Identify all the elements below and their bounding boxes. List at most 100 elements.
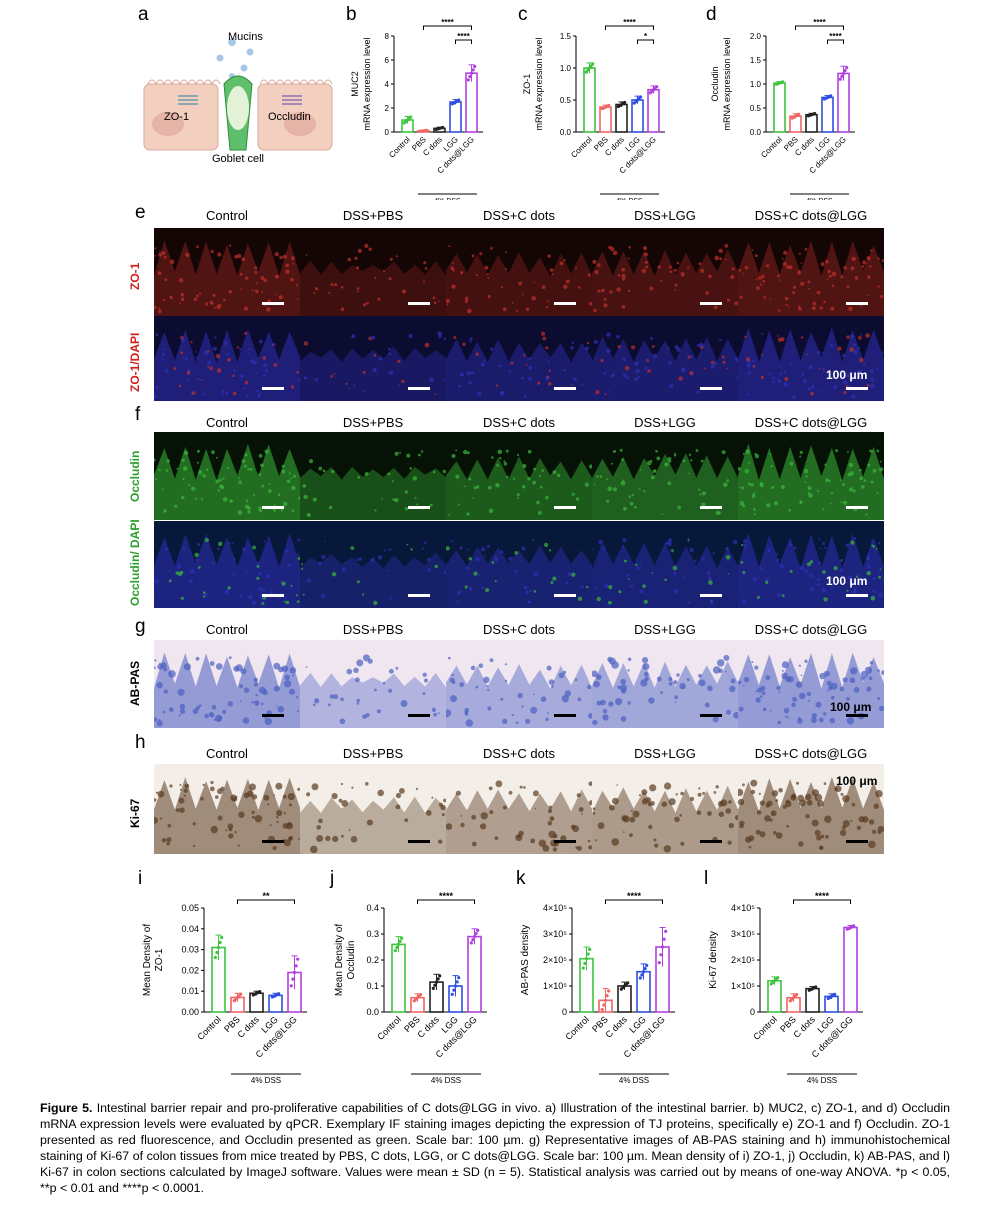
data-point (626, 981, 630, 985)
y-axis-label: mRNA expression level (362, 37, 372, 130)
occludin-image-2 (446, 432, 592, 520)
mucins-label: Mucins (228, 31, 263, 43)
panel-letter-f: f (135, 404, 141, 425)
significance-stars: **** (813, 18, 826, 27)
data-point (258, 990, 262, 994)
significance-bracket (637, 39, 654, 44)
nucleus (284, 112, 316, 136)
bar-pbs (599, 106, 612, 133)
significance-stars: **** (439, 891, 454, 901)
data-point (395, 945, 399, 950)
data-point (845, 66, 849, 70)
ki67-image-0 (154, 764, 300, 854)
scale-bar (554, 594, 576, 597)
data-point (436, 977, 440, 981)
row-label-occludin: Occludin (128, 450, 142, 502)
data-point (605, 994, 609, 998)
x-tick-label: Control (563, 1014, 591, 1042)
zo1-dapi-image-3 (592, 316, 738, 401)
data-point (843, 68, 847, 73)
y-tick-label: 0.03 (181, 945, 199, 955)
data-point (841, 71, 846, 76)
group-label: 4% DSS (434, 198, 461, 200)
y-axis-label: Occludin (710, 66, 720, 101)
column-title-h-2: DSS+C dots (483, 746, 555, 761)
zo1-image-3 (592, 228, 738, 316)
y-axis-label: mRNA expression level (722, 37, 732, 130)
data-point (291, 977, 295, 981)
data-point (425, 128, 429, 132)
y-axis-label: Ki-67 density (708, 931, 719, 989)
significance-bracket (605, 25, 654, 30)
bar-c-dots (615, 103, 628, 133)
y-tick-label: 6 (385, 56, 390, 65)
data-point (645, 963, 649, 968)
y-tick-label: 0.5 (560, 96, 572, 105)
data-point (660, 945, 665, 949)
data-point (215, 950, 219, 955)
y-axis-label: Occludin (346, 941, 357, 980)
chart-zo1-density: 0.00 0.01 0.02 0.03 0.04 0.05 Mean Density of Z… (142, 891, 307, 1085)
group-label: 4% DSS (619, 1076, 649, 1085)
y-tick-label: 4×10⁵ (731, 903, 755, 913)
data-point (795, 992, 799, 997)
chart-ki67-density: 0 1×10⁵ 2×10⁵ 3×10⁵ 4×10⁵ Ki-67 density Contro… (708, 891, 863, 1085)
data-point (838, 77, 842, 81)
data-point (797, 112, 801, 116)
data-point (814, 985, 818, 989)
y-tick-label: 4 (385, 80, 390, 89)
occludin-dapi-image-4 (738, 521, 884, 608)
data-point (833, 992, 837, 996)
scale-bar (262, 594, 284, 597)
y-tick-label: 2.0 (750, 32, 762, 41)
data-point (474, 931, 478, 936)
bar-lgg (449, 101, 462, 133)
data-point (588, 947, 592, 951)
x-tick-label: Control (387, 135, 412, 160)
scale-bar (846, 714, 868, 717)
y-tick-label: 1.0 (560, 64, 572, 73)
y-tick-label: 2×10⁵ (543, 955, 567, 965)
row-label-zo1-dapi: ZO-1/DAPI (128, 332, 142, 392)
column-title-e-4: DSS+C dots@LGG (754, 208, 868, 223)
y-tick-label: 0.05 (181, 903, 199, 913)
significance-bracket (605, 899, 663, 904)
bar-control (767, 980, 782, 1013)
column-title-e-1: DSS+PBS (342, 208, 404, 223)
significance-bracket (423, 25, 472, 30)
microvilli (147, 79, 221, 86)
data-point (607, 103, 611, 108)
chart-occludin-mrna: 0.0 0.5 1.0 1.5 2.0 Occludin mRNA expression l… (710, 18, 855, 200)
occludin-image-3 (592, 432, 738, 520)
data-point (433, 983, 437, 987)
data-point (657, 961, 661, 965)
scale-bar (554, 506, 576, 509)
column-title-f-1: DSS+PBS (342, 415, 404, 430)
column-title-g-1: DSS+PBS (342, 622, 404, 637)
scale-bar (262, 714, 284, 717)
x-tick-label: Control (759, 135, 784, 160)
scale-bar (700, 714, 722, 717)
scale-bar (262, 387, 284, 390)
zo1-dapi-image-1 (300, 316, 446, 401)
scale-bar (700, 302, 722, 305)
data-point (466, 78, 470, 82)
scale-bar (846, 302, 868, 305)
data-point (292, 970, 297, 975)
scale-bar (846, 840, 868, 843)
significance-stars: **** (457, 32, 470, 41)
significance-stars: **** (815, 891, 830, 901)
significance-stars: **** (623, 18, 636, 27)
panel-letter-c: c (518, 4, 528, 25)
significance-bracket (827, 39, 844, 44)
data-point (829, 94, 833, 98)
data-point (239, 992, 243, 996)
data-point (441, 125, 445, 130)
y-axis-label: ZO-1 (154, 948, 165, 971)
bar-control (391, 943, 406, 1013)
y-tick-label: 8 (385, 32, 390, 41)
y-tick-label: 0.04 (181, 924, 199, 934)
scale-bar (700, 506, 722, 509)
figure-caption: Figure 5. Intestinal barrier repair and … (40, 1100, 950, 1196)
